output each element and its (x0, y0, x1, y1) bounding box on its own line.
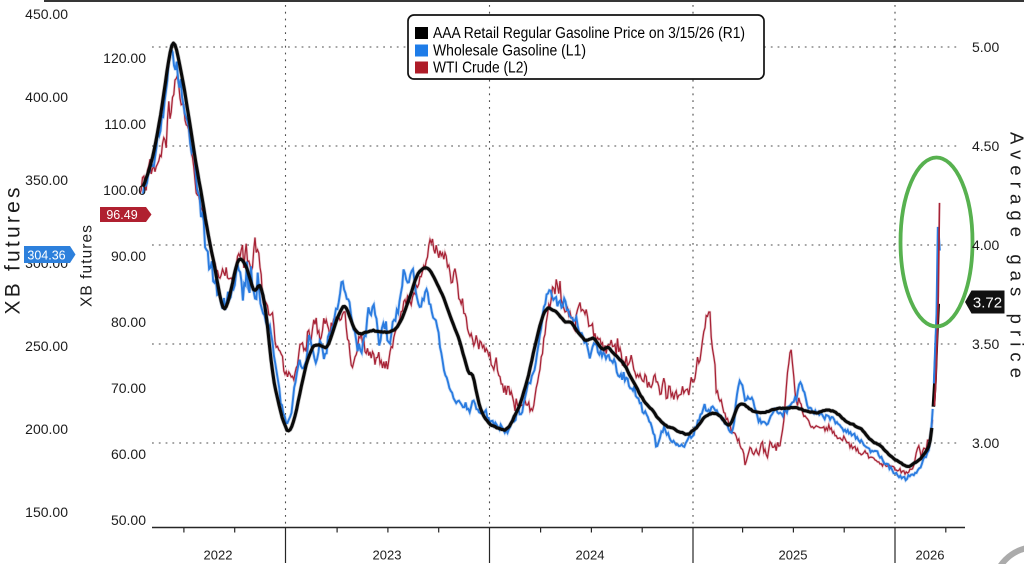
svg-text:2024: 2024 (576, 548, 605, 563)
svg-text:2022: 2022 (204, 548, 233, 563)
svg-text:100.00: 100.00 (103, 182, 146, 198)
svg-text:2025: 2025 (779, 548, 808, 563)
svg-text:80.00: 80.00 (111, 314, 146, 330)
svg-text:XB futures: XB futures (2, 188, 25, 315)
svg-text:120.00: 120.00 (103, 50, 146, 66)
svg-text:96.49: 96.49 (106, 208, 137, 222)
svg-text:5.00: 5.00 (972, 39, 999, 55)
svg-text:450.00: 450.00 (25, 6, 68, 22)
svg-text:3.00: 3.00 (972, 435, 999, 451)
svg-text:250.00: 250.00 (25, 338, 68, 354)
svg-text:WTI Crude (L2): WTI Crude (L2) (433, 60, 528, 77)
svg-text:400.00: 400.00 (25, 89, 68, 105)
svg-text:4.50: 4.50 (972, 138, 999, 154)
svg-text:90.00: 90.00 (111, 248, 146, 264)
svg-text:Wholesale Gasoline (L1): Wholesale Gasoline (L1) (433, 43, 586, 60)
svg-text:3.50: 3.50 (972, 336, 999, 352)
svg-text:50.00: 50.00 (111, 512, 146, 528)
svg-text:XB futures: XB futures (79, 225, 96, 307)
svg-text:AAA Retail Regular Gasoline Pr: AAA Retail Regular Gasoline Price on 3/1… (433, 25, 745, 42)
svg-text:304.36: 304.36 (27, 249, 65, 263)
svg-text:350.00: 350.00 (25, 172, 68, 188)
svg-text:200.00: 200.00 (25, 421, 68, 437)
svg-text:70.00: 70.00 (111, 380, 146, 396)
svg-text:60.00: 60.00 (111, 446, 146, 462)
svg-text:110.00: 110.00 (104, 116, 146, 132)
svg-text:3.72: 3.72 (973, 295, 1002, 312)
svg-text:150.00: 150.00 (25, 504, 68, 520)
svg-text:2026: 2026 (916, 548, 945, 563)
svg-text:4.00: 4.00 (972, 237, 999, 253)
svg-text:2023: 2023 (373, 548, 402, 563)
